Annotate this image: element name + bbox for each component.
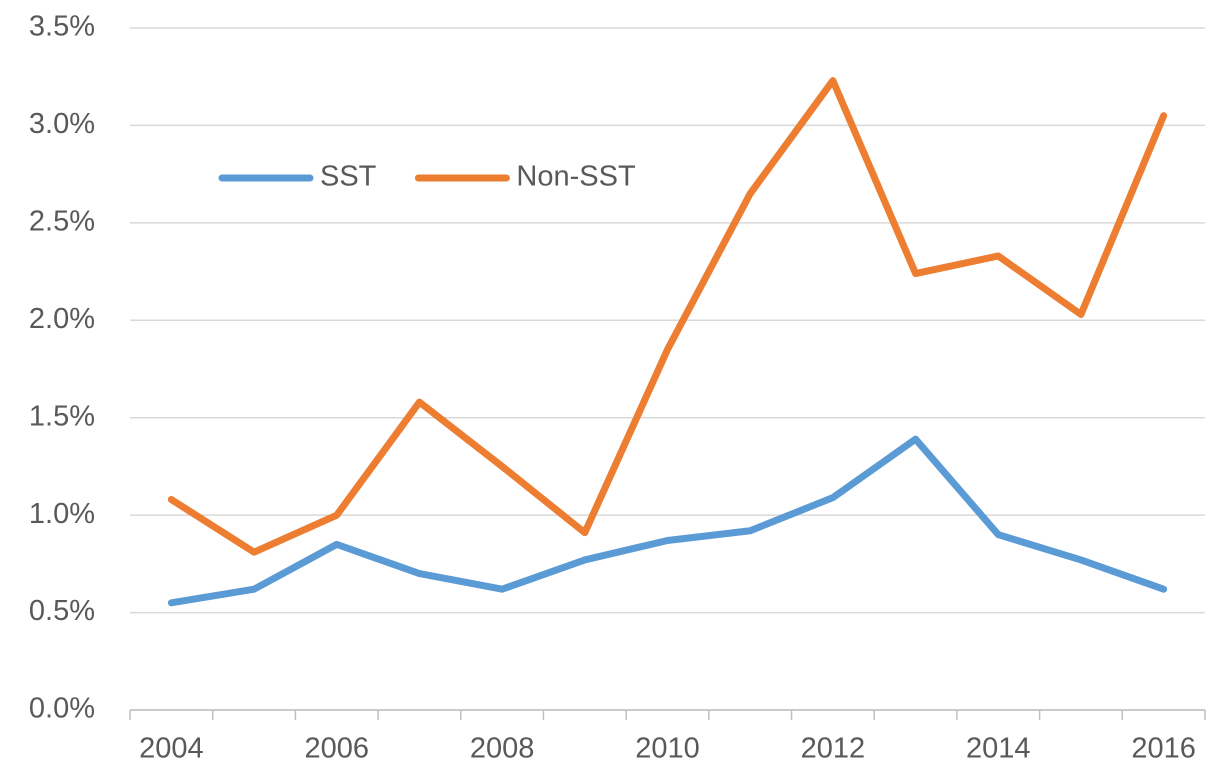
x-tick-label: 2008 bbox=[470, 733, 535, 765]
x-tick-label: 2004 bbox=[139, 733, 204, 765]
series-line bbox=[167, 77, 1168, 556]
y-tick-label: 2.5% bbox=[29, 206, 95, 238]
y-tick-label: 3.5% bbox=[29, 11, 95, 43]
x-tick-label: 2014 bbox=[966, 733, 1031, 765]
x-tick-label: 2016 bbox=[1131, 733, 1196, 765]
legend-label: SST bbox=[320, 161, 377, 193]
x-tick-label: 2006 bbox=[304, 733, 369, 765]
x-tick-label: 2010 bbox=[635, 733, 700, 765]
x-tick-label: 2012 bbox=[801, 733, 866, 765]
legend-label: Non-SST bbox=[516, 161, 636, 193]
series-line bbox=[167, 435, 1168, 607]
y-tick-label: 0.0% bbox=[29, 693, 95, 725]
y-tick-label: 1.5% bbox=[29, 400, 95, 432]
y-tick-label: 0.5% bbox=[29, 595, 95, 627]
y-tick-label: 3.0% bbox=[29, 108, 95, 140]
y-tick-label: 2.0% bbox=[29, 303, 95, 335]
y-tick-label: 1.0% bbox=[29, 498, 95, 530]
